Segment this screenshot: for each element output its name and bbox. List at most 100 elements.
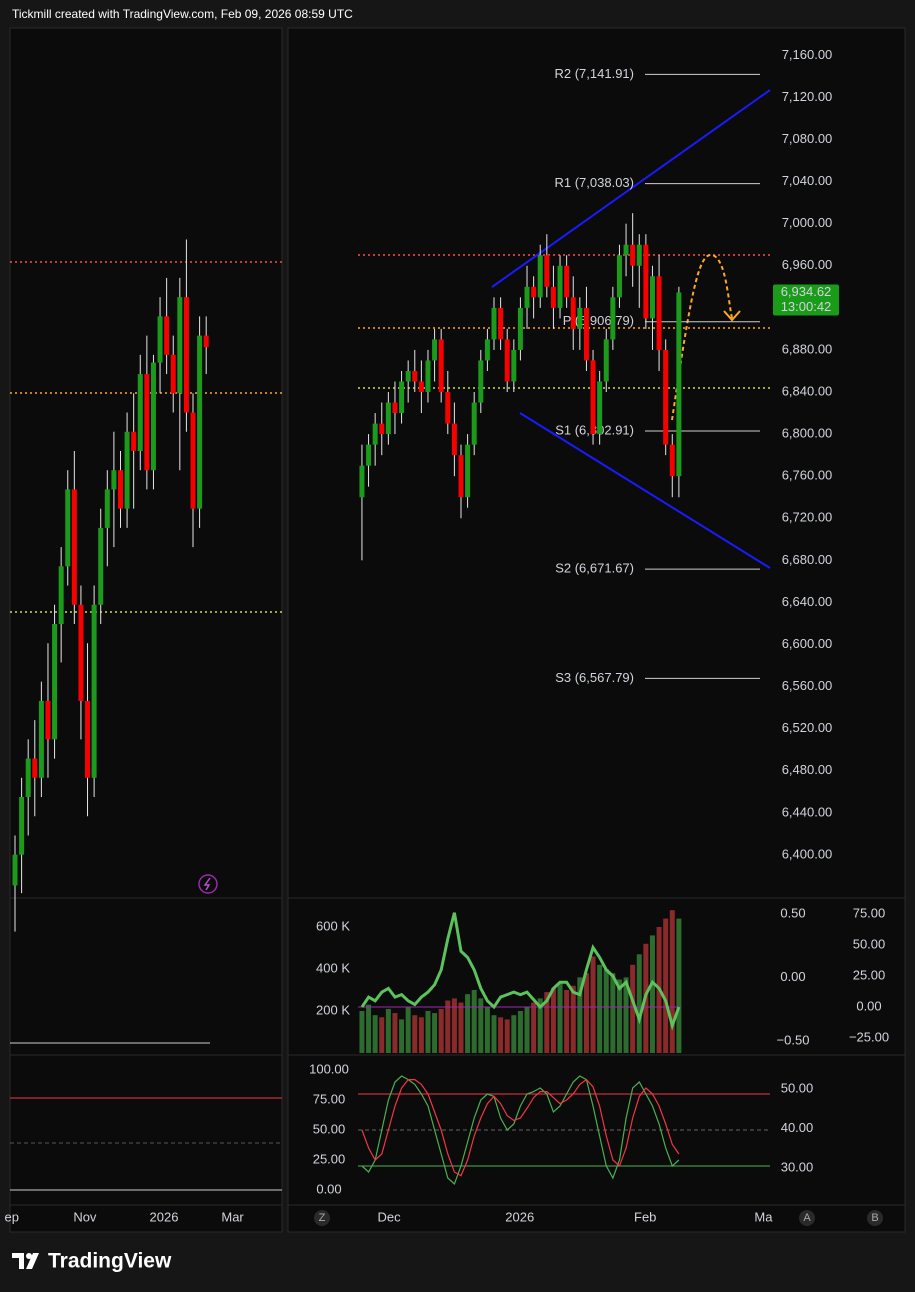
- candle-body: [91, 604, 97, 778]
- candle-body: [399, 381, 405, 414]
- y-tick-label: 75.00: [853, 905, 886, 920]
- left-oscillator-levels: [10, 1042, 282, 1191]
- left-panel: [9, 27, 283, 1233]
- candle-body: [557, 265, 563, 308]
- volume-bar: [537, 998, 543, 1053]
- candle-body: [438, 339, 444, 393]
- button-bg[interactable]: [799, 1210, 815, 1226]
- y-tick-label: 6,720.00: [782, 510, 833, 525]
- oscillator-line: [360, 912, 681, 1031]
- y-tick-label: 7,120.00: [782, 89, 833, 104]
- candle-body: [85, 700, 91, 778]
- candle-body: [623, 244, 629, 256]
- candle-body: [550, 286, 556, 308]
- volume-bar: [649, 935, 655, 1053]
- candle-body: [504, 339, 510, 382]
- y-tick-label: 0.00: [780, 969, 805, 984]
- volume-bar: [676, 918, 682, 1053]
- candle-body: [669, 444, 675, 477]
- y-tick-label: 6,680.00: [782, 552, 833, 567]
- candle-body: [451, 423, 457, 456]
- button-bg[interactable]: [867, 1210, 883, 1226]
- candle-body: [157, 316, 163, 363]
- volume-bar: [630, 964, 636, 1053]
- candle-body: [150, 362, 156, 471]
- y-tick-label: 6,880.00: [782, 341, 833, 356]
- candle-body: [58, 566, 64, 624]
- price-badge: [773, 284, 839, 316]
- volume-bar: [465, 994, 471, 1053]
- x-tick-label: Nov: [73, 1209, 97, 1224]
- button[interactable]: A: [803, 1212, 811, 1224]
- button[interactable]: Z: [319, 1212, 326, 1224]
- candle-body: [183, 297, 189, 413]
- volume-bar: [550, 987, 556, 1053]
- y-tick-label: −25.00: [849, 1029, 889, 1044]
- button-bg[interactable]: [314, 1210, 330, 1226]
- volume-bar: [669, 910, 675, 1053]
- candle-body: [65, 489, 71, 567]
- x-tick-label: Mar: [221, 1209, 244, 1224]
- x-tick-label: ep: [4, 1209, 18, 1224]
- y-tick-label: 75.00: [313, 1091, 346, 1106]
- candle-body: [445, 392, 451, 424]
- y-tick-label: 6,400.00: [782, 846, 833, 861]
- candle-body: [71, 489, 77, 605]
- volume-bar: [458, 1002, 464, 1053]
- y-tick-label: −0.50: [777, 1032, 810, 1047]
- candle-body: [610, 297, 616, 340]
- volume-bar: [511, 1015, 517, 1053]
- y-tick-label: 6,480.00: [782, 762, 833, 777]
- candle-body: [124, 431, 130, 509]
- volume-bar: [445, 1000, 451, 1053]
- y-tick-label: 6,760.00: [782, 468, 833, 483]
- volume-bar: [478, 998, 484, 1053]
- candle-body: [379, 423, 385, 435]
- y-tick-label: 50.00: [853, 936, 886, 951]
- y-tick-label: 600 K: [316, 918, 350, 933]
- volume-bar: [425, 1010, 431, 1053]
- y-tick-label: 0.00: [316, 1181, 341, 1196]
- countdown: 13:00:42: [781, 299, 832, 314]
- candle-body: [603, 339, 609, 382]
- candle-body: [32, 758, 38, 778]
- y-tick-label: 6,840.00: [782, 383, 833, 398]
- x-tick-label: 2026: [150, 1209, 179, 1224]
- candle-body: [676, 292, 682, 477]
- candle-body: [144, 374, 150, 471]
- button[interactable]: B: [871, 1212, 878, 1224]
- volume-bar: [557, 983, 563, 1053]
- volume-bar: [405, 1006, 411, 1053]
- candle-body: [517, 307, 523, 350]
- pivot-label: S2 (6,671.67): [555, 561, 634, 576]
- candle-body: [564, 265, 570, 298]
- volume-bar: [597, 964, 603, 1053]
- candle-body: [498, 307, 504, 340]
- y-tick-label: 0.00: [856, 998, 881, 1013]
- y-tick-label: 6,960.00: [782, 257, 833, 272]
- volume-bar: [590, 956, 596, 1053]
- candle-body: [52, 623, 58, 740]
- candle-body: [45, 700, 51, 740]
- volume-bar: [583, 973, 589, 1053]
- candle-body: [177, 297, 183, 394]
- candle-body: [197, 335, 203, 509]
- last-price: 6,934.62: [781, 284, 832, 299]
- candle-body: [131, 431, 137, 451]
- candle-body: [25, 758, 31, 798]
- pivot-label: R2 (7,141.91): [555, 66, 635, 81]
- y-tick-label: 7,040.00: [782, 173, 833, 188]
- candle-body: [392, 402, 398, 414]
- y-tick-label: 7,000.00: [782, 215, 833, 230]
- candle-body: [570, 297, 576, 329]
- candle-body: [366, 444, 372, 466]
- y-tick-label: 40.00: [781, 1120, 814, 1135]
- volume-bar: [544, 992, 550, 1053]
- volume-bar: [504, 1019, 510, 1053]
- candle-body: [190, 412, 196, 509]
- drawings: [198, 89, 771, 894]
- volume-bar: [438, 1008, 444, 1053]
- y-tick-label: 6,640.00: [782, 594, 833, 609]
- y-tick-label: 50.00: [313, 1121, 346, 1136]
